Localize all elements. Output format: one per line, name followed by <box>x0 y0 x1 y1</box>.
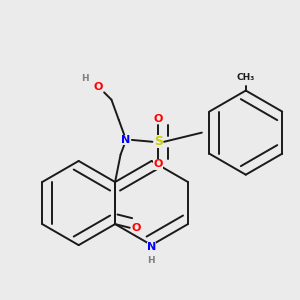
Text: O: O <box>154 160 163 170</box>
Text: O: O <box>132 223 141 233</box>
Text: CH₃: CH₃ <box>237 73 255 82</box>
Text: O: O <box>154 114 163 124</box>
Text: N: N <box>122 135 131 145</box>
Text: H: H <box>147 256 154 265</box>
Text: N: N <box>147 242 156 252</box>
Text: S: S <box>154 135 163 148</box>
Text: O: O <box>94 82 103 92</box>
Text: H: H <box>81 74 88 83</box>
